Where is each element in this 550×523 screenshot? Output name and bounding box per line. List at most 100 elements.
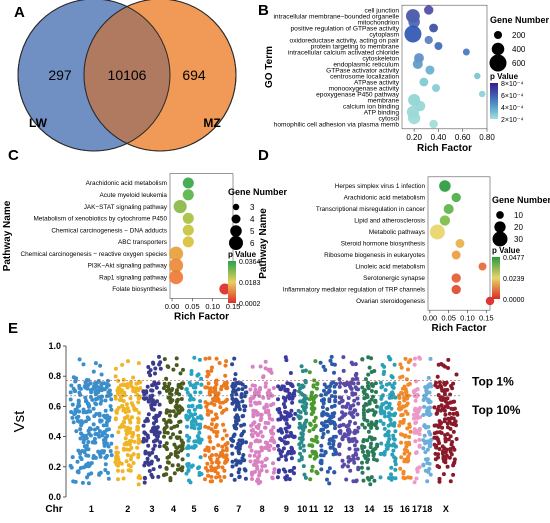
term-label: Chemical carcinogenesis − reactive oxyge… bbox=[20, 251, 167, 258]
snp-point bbox=[290, 400, 295, 405]
snp-point bbox=[366, 386, 371, 391]
snp-point bbox=[158, 464, 162, 469]
snp-point bbox=[258, 430, 263, 434]
snp-point bbox=[211, 417, 216, 422]
snp-point bbox=[263, 359, 268, 364]
snp-point bbox=[428, 405, 432, 410]
snp-point bbox=[414, 450, 419, 455]
snp-point bbox=[153, 426, 158, 431]
snp-point bbox=[75, 459, 80, 464]
snp-point bbox=[197, 357, 202, 362]
snp-point bbox=[412, 427, 417, 432]
snp-point bbox=[181, 367, 185, 372]
snp-point bbox=[205, 402, 210, 406]
snp-point bbox=[104, 423, 109, 428]
snp-point bbox=[77, 390, 82, 395]
snp-point bbox=[185, 424, 189, 429]
snp-point bbox=[383, 433, 388, 438]
snp-point bbox=[312, 400, 316, 405]
snp-point bbox=[314, 451, 318, 456]
snp-point bbox=[450, 386, 455, 391]
snp-point bbox=[209, 464, 214, 469]
data-point bbox=[451, 192, 461, 203]
snp-point bbox=[392, 437, 397, 442]
snp-point bbox=[432, 405, 437, 410]
snp-point bbox=[109, 407, 114, 412]
snp-point bbox=[351, 403, 356, 408]
color-legend-label: 6×10⁻⁴ bbox=[501, 93, 523, 100]
snp-point bbox=[213, 425, 218, 430]
data-point bbox=[169, 258, 184, 273]
snp-point bbox=[303, 424, 308, 429]
snp-point bbox=[428, 356, 433, 361]
snp-point bbox=[260, 464, 265, 469]
snp-point bbox=[276, 397, 280, 402]
snp-point bbox=[128, 457, 133, 462]
snp-point bbox=[362, 416, 367, 421]
size-legend-dot bbox=[232, 203, 240, 211]
snp-point bbox=[165, 447, 169, 452]
snp-point bbox=[144, 438, 149, 443]
snp-point bbox=[165, 408, 169, 413]
snp-point bbox=[276, 384, 281, 389]
snp-point bbox=[337, 429, 342, 434]
chromosome-label: 9 bbox=[284, 504, 289, 514]
size-legend-dot bbox=[492, 231, 508, 247]
snp-point bbox=[400, 404, 405, 409]
snp-point bbox=[342, 413, 347, 418]
snp-point bbox=[444, 453, 449, 458]
snp-point bbox=[327, 437, 332, 442]
snp-point bbox=[193, 412, 198, 417]
snp-point bbox=[442, 380, 447, 385]
snp-point bbox=[382, 426, 387, 431]
snp-point bbox=[423, 450, 428, 455]
snp-point bbox=[451, 472, 456, 477]
snp-point bbox=[323, 424, 328, 429]
snp-point bbox=[221, 383, 226, 388]
snp-point bbox=[126, 409, 131, 414]
size-legend-dot bbox=[493, 30, 503, 40]
snp-point bbox=[447, 455, 452, 460]
snp-point bbox=[345, 401, 350, 406]
snp-point bbox=[210, 365, 214, 370]
snp-point bbox=[127, 439, 132, 444]
snp-point bbox=[172, 424, 177, 429]
snp-point bbox=[77, 403, 82, 408]
term-label: ABC transporters bbox=[118, 239, 167, 246]
snp-point bbox=[195, 422, 200, 427]
data-point bbox=[424, 5, 434, 15]
snp-point bbox=[92, 386, 97, 391]
x-tick-label: 0.05 bbox=[441, 314, 456, 323]
snp-point bbox=[195, 381, 200, 386]
snp-point bbox=[198, 425, 203, 430]
snp-point bbox=[453, 419, 458, 424]
snp-point bbox=[126, 359, 130, 364]
snp-point bbox=[203, 356, 208, 361]
snp-point bbox=[193, 390, 198, 395]
snp-point bbox=[348, 468, 353, 473]
snp-point bbox=[351, 479, 356, 484]
snp-point bbox=[172, 471, 177, 476]
color-legend-label: 0.0000 bbox=[503, 297, 525, 304]
snp-point bbox=[199, 382, 204, 387]
snp-point bbox=[421, 446, 426, 451]
snp-point bbox=[340, 458, 345, 463]
snp-point bbox=[365, 476, 370, 480]
snp-point bbox=[251, 396, 256, 400]
snp-point bbox=[403, 434, 408, 439]
panel-label-e: E bbox=[8, 320, 18, 337]
snp-point bbox=[91, 422, 96, 427]
snp-point bbox=[162, 381, 167, 386]
snp-point bbox=[439, 386, 444, 390]
snp-point bbox=[128, 396, 133, 401]
snp-point bbox=[276, 470, 281, 474]
snp-point bbox=[356, 401, 361, 406]
snp-point bbox=[99, 372, 104, 377]
size-legend-title: Gene Number bbox=[492, 195, 550, 205]
snp-point bbox=[315, 440, 320, 444]
snp-point bbox=[451, 445, 456, 450]
snp-point bbox=[91, 440, 96, 445]
snp-point bbox=[256, 481, 261, 486]
snp-point bbox=[198, 455, 203, 460]
snp-point bbox=[78, 436, 83, 441]
